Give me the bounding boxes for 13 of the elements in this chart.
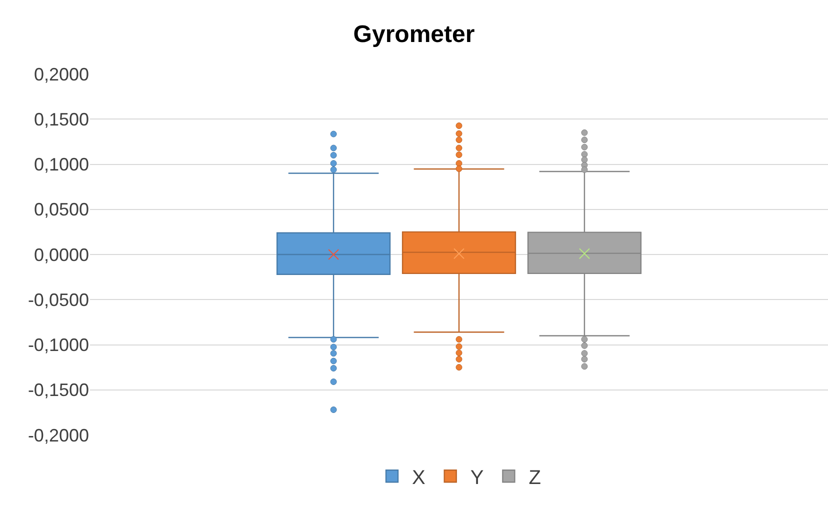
chart-title: Gyrometer (353, 21, 475, 48)
y-tick-label: 0,1500 (34, 109, 89, 130)
y-tick-label: 0,1000 (34, 154, 89, 175)
legend-label: Z (528, 466, 541, 489)
y-tick-label: 0,0000 (34, 244, 89, 265)
y-tick-label: -0,2000 (28, 425, 89, 446)
y-tick-label: -0,0500 (28, 290, 89, 310)
legend-label: X (412, 466, 426, 489)
legend-label: Y (470, 466, 484, 489)
y-tick-label: 0,2000 (34, 64, 89, 84)
y-tick-label: -0,1000 (28, 335, 89, 356)
y-tick-label: -0,1500 (28, 380, 89, 400)
y-tick-label: 0,0500 (34, 200, 89, 220)
